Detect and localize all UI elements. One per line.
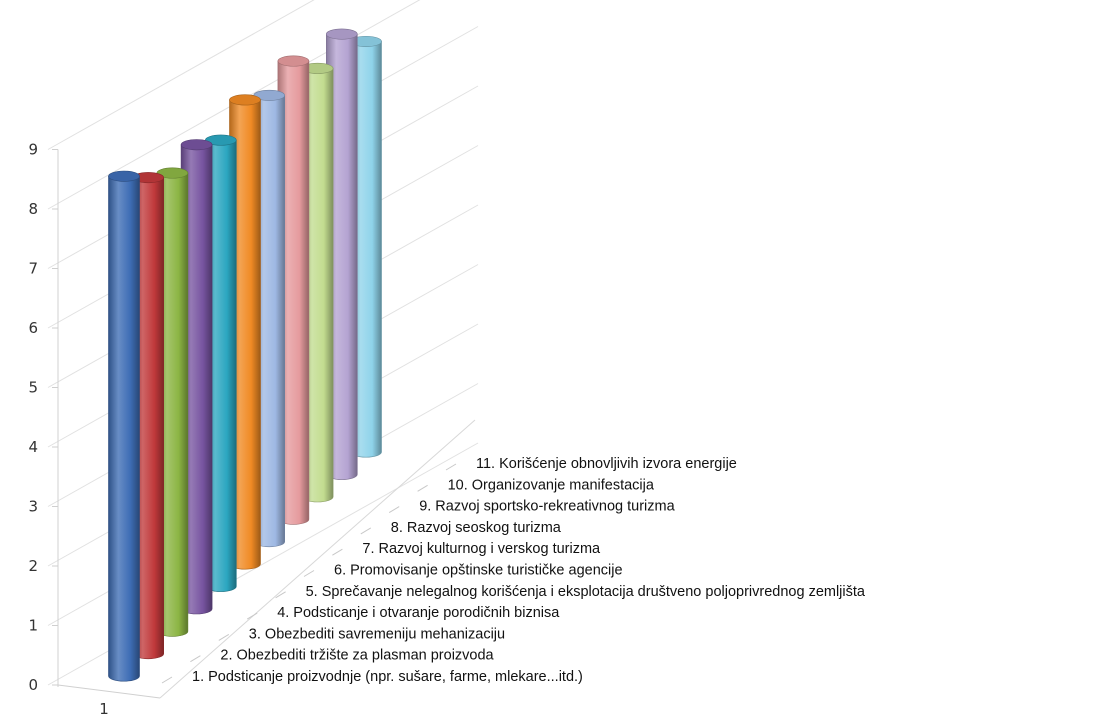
category-label: 1. Podsticanje proizvodnje (npr. sušare,… <box>192 669 583 685</box>
bar <box>108 170 140 682</box>
category-label: 5. Sprečavanje nelegalnog korišćenja i e… <box>306 584 866 600</box>
category-label: 3. Obezbediti savremeniju mehanizaciju <box>249 626 505 642</box>
y-tick-label: 2 <box>28 557 38 575</box>
bar <box>277 55 310 525</box>
y-axis-ticks: 0 1 2 3 4 5 6 7 8 9 1 <box>28 141 108 716</box>
category-tick <box>417 484 428 492</box>
category-tick <box>218 633 230 641</box>
bar <box>205 134 237 592</box>
floor-depth-edge <box>159 419 476 699</box>
bar-top <box>180 139 213 151</box>
category-tick <box>275 591 286 599</box>
category-label: 2. Obezbediti tržište za plasman proizvo… <box>220 648 494 664</box>
bar-top <box>108 170 140 182</box>
category-tick <box>332 548 343 556</box>
bar-top <box>277 55 310 67</box>
category-label: 7. Razvoj kulturnog i verskog turizma <box>362 541 601 557</box>
category-tick <box>388 506 400 514</box>
y-tick-label: 7 <box>28 260 38 278</box>
category-label: 10. Organizovanje manifestacija <box>448 477 655 493</box>
gridline <box>47 0 315 150</box>
gridline <box>47 0 421 210</box>
bar-top <box>325 28 358 40</box>
y-tick-label: 5 <box>28 379 38 397</box>
y-tick-label: 6 <box>28 319 38 337</box>
bar <box>253 89 286 548</box>
bar-top <box>229 94 261 106</box>
category-tick <box>445 463 457 471</box>
bar <box>301 62 334 503</box>
axes <box>57 149 476 699</box>
category-tick <box>303 570 315 577</box>
y-tick-label: 8 <box>28 200 38 218</box>
category-label: 8. Razvoj seoskog turizma <box>391 520 562 536</box>
category-label: 11. Korišćenje obnovljivih izvora energi… <box>476 456 737 472</box>
bar <box>229 94 261 570</box>
category-tick <box>246 612 258 620</box>
category-label: 9. Razvoj sportsko-rekreativnog turizma <box>419 499 675 515</box>
y-tick-label: 1 <box>28 617 38 635</box>
category-label: 6. Promovisanje opštinske turističke age… <box>334 563 623 579</box>
y-tick-label: 3 <box>28 498 38 516</box>
category-tick <box>190 655 201 663</box>
bar-body <box>108 175 140 682</box>
floor-edge <box>57 684 161 699</box>
category-labels: 1. Podsticanje proizvodnje (npr. sušare,… <box>161 456 866 685</box>
y-tick-label: 9 <box>28 141 38 159</box>
category-tick <box>360 527 372 535</box>
x-axis-label: 1 <box>99 700 109 716</box>
category-label: 4. Podsticanje i otvaranje porodičnih bi… <box>277 605 560 621</box>
category-tick <box>161 676 173 684</box>
y-tick-label: 4 <box>28 438 38 456</box>
bars <box>108 28 382 682</box>
y-tick-label: 0 <box>28 676 38 694</box>
